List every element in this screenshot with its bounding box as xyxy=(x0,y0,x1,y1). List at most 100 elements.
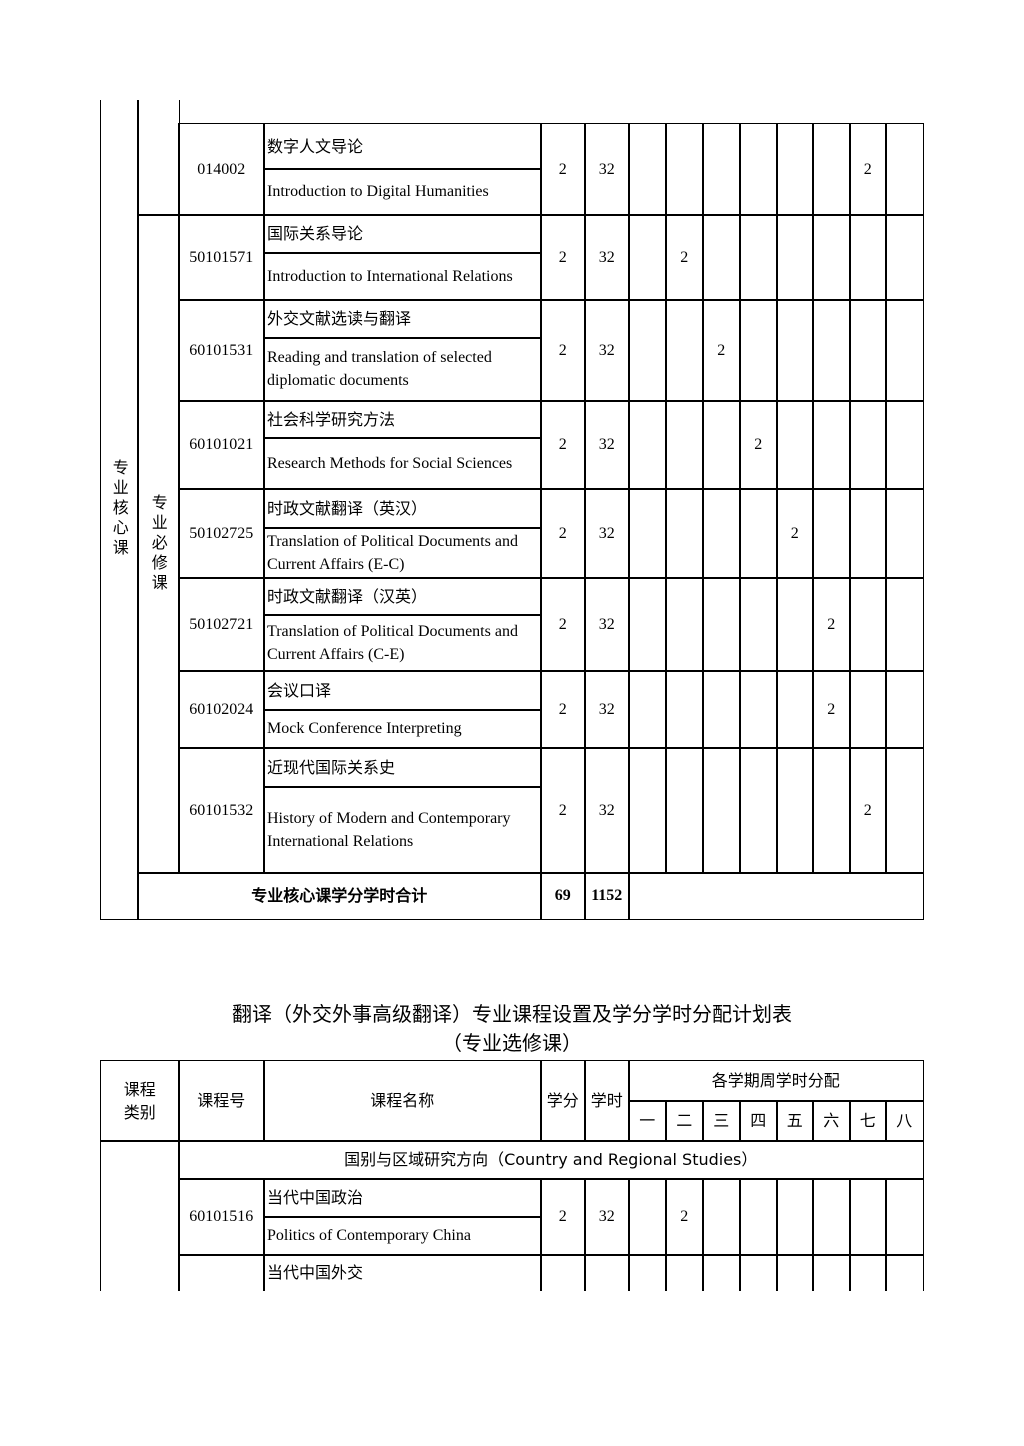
semester-cell-text: 2 xyxy=(827,615,836,633)
header-semester-text: 五 xyxy=(786,1111,803,1131)
semester-cell xyxy=(665,1254,704,1312)
course-code: 50101571 xyxy=(178,214,265,301)
credit-cell-text: 2 xyxy=(558,341,567,359)
course-code: 60101021 xyxy=(178,400,265,490)
semester-cell xyxy=(628,123,667,216)
course-code-text: 60101531 xyxy=(189,341,254,359)
course-name-zh: 社会科学研究方法 xyxy=(263,400,542,439)
semester-cell: 2 xyxy=(849,747,887,874)
course-name-zh-text: 社会科学研究方法 xyxy=(267,409,396,429)
category-cell: 专业核心课 xyxy=(100,100,139,920)
semester-cell xyxy=(665,488,704,579)
course-code-text: 014002 xyxy=(197,160,246,178)
semester-cell xyxy=(665,577,704,672)
semester-cell xyxy=(628,214,667,301)
credit-cell: 2 xyxy=(540,214,586,301)
header-name-text: 课程名称 xyxy=(370,1091,435,1111)
elective-category-cell xyxy=(100,1140,180,1312)
semester-cell xyxy=(776,400,814,490)
subcategory-cell-text: 专业必修课 xyxy=(148,493,168,594)
course-code: 50102721 xyxy=(178,577,265,672)
total-credit-text: 69 xyxy=(554,887,571,905)
elective-table-subtitle: （专业选修课） xyxy=(442,1031,582,1055)
course-name-zh: 外交文献选读与翻译 xyxy=(263,299,542,339)
course-name-en-text: Introduction to International Relations xyxy=(267,267,513,285)
semester-cell xyxy=(702,123,741,216)
course-name-en-text: Translation of Political Documents and C… xyxy=(267,532,518,573)
course-code: 60101532 xyxy=(178,747,265,874)
course-name-zh-text: 国际关系导论 xyxy=(267,224,364,244)
course-name-zh-text: 外交文献选读与翻译 xyxy=(267,309,412,329)
course-name-zh: 会议口译 xyxy=(263,670,542,711)
semester-cell xyxy=(849,400,887,490)
header-semester-text: 八 xyxy=(896,1111,913,1131)
course-code-text: 60101516 xyxy=(189,1208,254,1226)
course-name-en: Politics of Contemporary China xyxy=(263,1216,542,1256)
hours-cell: 32 xyxy=(584,214,630,301)
semester-cell: 2 xyxy=(812,670,851,749)
semester-cell xyxy=(702,747,741,874)
semester-cell xyxy=(885,400,924,490)
semester-cell xyxy=(628,747,667,874)
credit-cell-text: 2 xyxy=(558,436,567,454)
semester-cell-text: 2 xyxy=(680,1208,689,1226)
semester-cell xyxy=(739,214,778,301)
semester-cell xyxy=(702,1254,741,1312)
course-name-en: Introduction to International Relations xyxy=(263,252,542,301)
course-name-zh-text: 数字人文导论 xyxy=(267,136,364,156)
course-code xyxy=(178,1254,265,1312)
semester-cell xyxy=(812,214,851,301)
semester-cell xyxy=(885,488,924,579)
header-semester: 一 xyxy=(628,1100,667,1142)
semester-cell xyxy=(776,1254,814,1312)
course-name-en: Translation of Political Documents and C… xyxy=(263,614,542,672)
credit-cell xyxy=(540,1254,586,1312)
header-semester-text: 二 xyxy=(676,1111,693,1131)
hours-cell-text: 32 xyxy=(598,160,615,178)
header-semester: 三 xyxy=(702,1100,741,1142)
hours-cell: 32 xyxy=(584,577,630,672)
semester-cell xyxy=(776,123,814,216)
semester-cell xyxy=(849,670,887,749)
semester-cell: 2 xyxy=(849,123,887,216)
header-semester-text: 四 xyxy=(750,1111,767,1131)
semester-cell xyxy=(812,299,851,402)
semester-cell: 2 xyxy=(665,1178,704,1256)
hours-cell-text: 32 xyxy=(598,524,615,542)
semester-cell xyxy=(885,577,924,672)
semester-cell xyxy=(885,214,924,301)
semester-cell xyxy=(665,299,704,402)
course-name-zh-text: 会议口译 xyxy=(267,680,332,700)
course-code-text: 50102721 xyxy=(189,615,254,633)
semester-cell xyxy=(628,1254,667,1312)
subcategory-empty-cell xyxy=(137,100,180,216)
hours-cell-text: 32 xyxy=(598,700,615,718)
credit-cell-text: 2 xyxy=(558,700,567,718)
course-code: 60102024 xyxy=(178,670,265,749)
header-semester-group: 各学期周学时分配 xyxy=(628,1060,924,1102)
semester-cell xyxy=(885,1178,924,1256)
semester-cell xyxy=(776,1178,814,1256)
header-semester: 二 xyxy=(665,1100,704,1142)
course-name-en: Translation of Political Documents and C… xyxy=(263,527,542,579)
course-name-zh-text: 时政文献翻译（英汉） xyxy=(267,498,428,518)
total-credit: 69 xyxy=(540,872,586,920)
semester-cell xyxy=(665,747,704,874)
semester-cell xyxy=(812,1178,851,1256)
semester-cell xyxy=(739,577,778,672)
total-semester-empty xyxy=(628,872,924,920)
course-name-en-text: Politics of Contemporary China xyxy=(267,1227,471,1245)
credit-cell-text: 2 xyxy=(558,160,567,178)
semester-cell xyxy=(849,1254,887,1312)
course-name-zh: 当代中国政治 xyxy=(263,1178,542,1218)
credit-cell: 2 xyxy=(540,400,586,490)
hours-cell-text: 32 xyxy=(598,436,615,454)
semester-cell: 2 xyxy=(812,577,851,672)
semester-cell xyxy=(812,123,851,216)
header-code-text: 课程号 xyxy=(197,1091,246,1111)
course-name-en-text: Introduction to Digital Humanities xyxy=(267,183,489,201)
semester-cell: 2 xyxy=(739,400,778,490)
semester-cell xyxy=(628,299,667,402)
header-semester: 八 xyxy=(885,1100,924,1142)
semester-cell: 2 xyxy=(702,299,741,402)
